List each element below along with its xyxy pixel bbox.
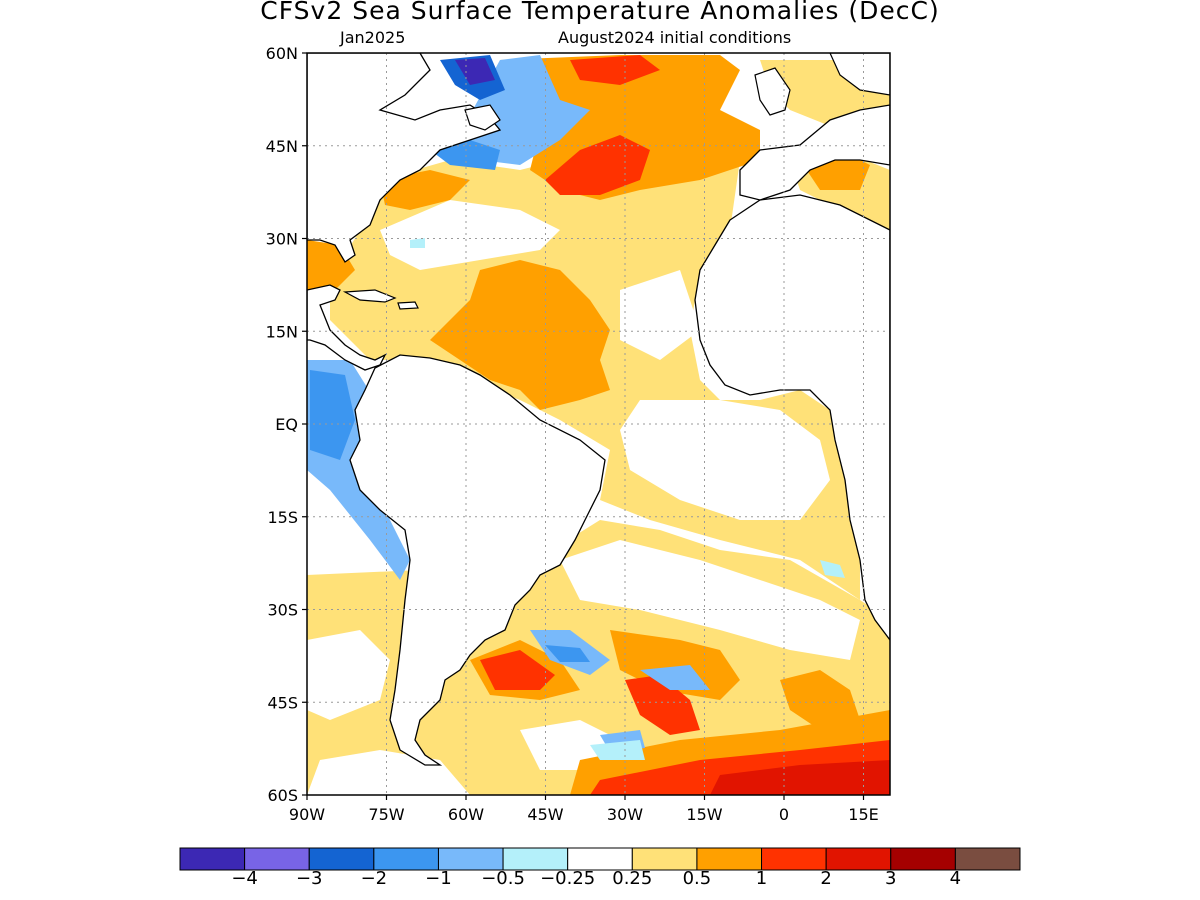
colorbar-label: 2 <box>820 868 832 889</box>
anomaly-near-zero <box>307 200 860 795</box>
lat-tick-label: 30N <box>266 230 298 249</box>
colorbar-swatch <box>890 847 956 871</box>
lat-tick-label: 45S <box>267 693 298 712</box>
colorbar-label: 0.25 <box>612 868 653 889</box>
lon-tick-label: 15E <box>848 805 878 824</box>
colorbar-label: 1 <box>755 868 768 889</box>
colorbar-swatch <box>567 847 633 871</box>
colorbar-label: −1 <box>425 868 452 889</box>
longitude-ticks: 90W 75W 60W 45W 30W 15W 0 15E <box>289 795 879 824</box>
colorbar-label: −3 <box>295 868 323 889</box>
central-america-land <box>307 284 387 371</box>
scandinavia-land <box>829 53 890 96</box>
colorbar-label: 0.5 <box>682 868 712 889</box>
lon-tick-label: 45W <box>527 805 563 824</box>
colorbar-swatch <box>761 847 827 871</box>
colorbar-swatch <box>631 847 698 871</box>
colorbar-label: −2 <box>360 868 388 889</box>
map-title: CFSv2 Sea Surface Temperature Anomalies … <box>260 0 940 25</box>
anomaly-minus-0.25 <box>410 238 845 760</box>
graticule <box>307 53 890 795</box>
europe-land <box>739 104 890 201</box>
south-america-land <box>349 354 606 766</box>
colorbar <box>179 847 1021 871</box>
anomaly-fields <box>307 55 890 795</box>
africa-land <box>694 194 890 642</box>
colorbar-swatch <box>373 847 439 871</box>
latitude-ticks: 60N 45N 30N 15N EQ 15S 30S 45S 60S <box>266 44 307 805</box>
colorbar-label: −0.5 <box>481 868 525 889</box>
lon-tick-label: 75W <box>368 805 404 824</box>
colorbar-swatch <box>954 847 1021 871</box>
lat-tick-label: EQ <box>275 415 298 434</box>
lon-tick-label: 15W <box>686 805 722 824</box>
colorbar-label: 4 <box>949 868 962 889</box>
colorbar-swatch <box>179 847 246 871</box>
colorbar-label: −0.25 <box>540 868 596 889</box>
anomaly-minus-2 <box>310 55 590 662</box>
colorbar-swatch <box>825 847 892 871</box>
colorbar-swatch <box>308 847 375 871</box>
forecast-month-label: Jan2025 <box>340 28 406 47</box>
north-america-land <box>307 53 502 263</box>
hispaniola-island <box>397 301 419 310</box>
lon-tick-label: 0 <box>779 805 789 824</box>
colorbar-swatch <box>437 847 504 871</box>
lon-tick-label: 90W <box>289 805 325 824</box>
anomaly-minus-4 <box>455 58 495 85</box>
colorbar-swatch <box>244 847 310 871</box>
initial-conditions-label: August2024 initial conditions <box>558 28 792 47</box>
newfoundland-island <box>464 104 501 131</box>
lon-tick-label: 60W <box>448 805 484 824</box>
lat-tick-label: 15N <box>266 322 298 341</box>
cuba-island <box>342 289 397 303</box>
lat-tick-label: 30S <box>267 601 298 620</box>
british-isles-land <box>754 67 791 116</box>
colorbar-label: 3 <box>885 868 897 889</box>
anomaly-2-3 <box>710 760 890 795</box>
colorbar-swatch <box>502 847 569 871</box>
colorbar-label: −4 <box>231 868 258 889</box>
lat-tick-label: 60N <box>266 44 298 63</box>
lat-tick-label: 45N <box>266 137 298 156</box>
colorbar-swatch <box>696 847 763 871</box>
land-masses <box>307 53 890 766</box>
lon-tick-label: 30W <box>607 805 643 824</box>
lat-tick-label: 15S <box>267 508 298 527</box>
lat-tick-label: 60S <box>267 786 298 805</box>
